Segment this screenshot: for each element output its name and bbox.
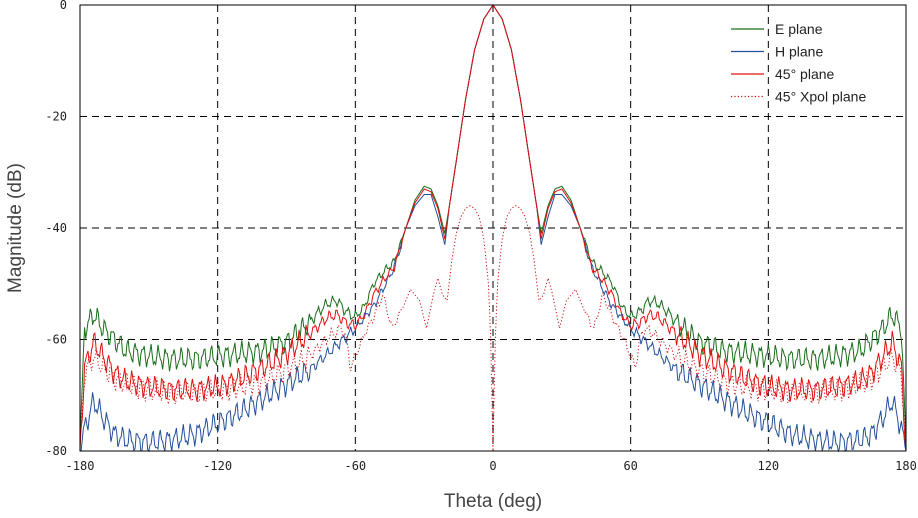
legend-label: H plane xyxy=(775,44,823,60)
y-tick-label: -40 xyxy=(45,221,67,235)
grid-lines xyxy=(80,5,906,451)
legend: E plane H plane 45° plane 45° Xpol plane xyxy=(731,21,866,105)
x-tick-label: 60 xyxy=(623,459,637,473)
legend-label: 45° Xpol plane xyxy=(775,89,866,105)
legend-label: 45° plane xyxy=(775,66,835,82)
legend-label: E plane xyxy=(775,21,823,37)
plot-frame xyxy=(79,4,907,452)
x-tick-label: 120 xyxy=(757,459,779,473)
y-tick-label: -60 xyxy=(45,333,67,347)
y-tick-label: -80 xyxy=(45,444,67,458)
y-tick-label: 0 xyxy=(60,0,67,12)
x-tick-label: 0 xyxy=(489,459,496,473)
x-tick-label: -60 xyxy=(344,459,366,473)
x-tick-label: 180 xyxy=(895,459,917,473)
tick-labels: -180 -120 -60 0 60 120 180 0 -20 -40 -60 -80 xyxy=(45,0,917,473)
x-axis-title: Theta (deg) xyxy=(444,491,542,512)
x-tick-label: -120 xyxy=(203,459,232,473)
x-tick-label: -180 xyxy=(66,459,95,473)
y-tick-label: -20 xyxy=(45,110,67,124)
y-axis-title: Magnitude (dB) xyxy=(5,163,26,293)
series-line-4 xyxy=(79,205,907,452)
